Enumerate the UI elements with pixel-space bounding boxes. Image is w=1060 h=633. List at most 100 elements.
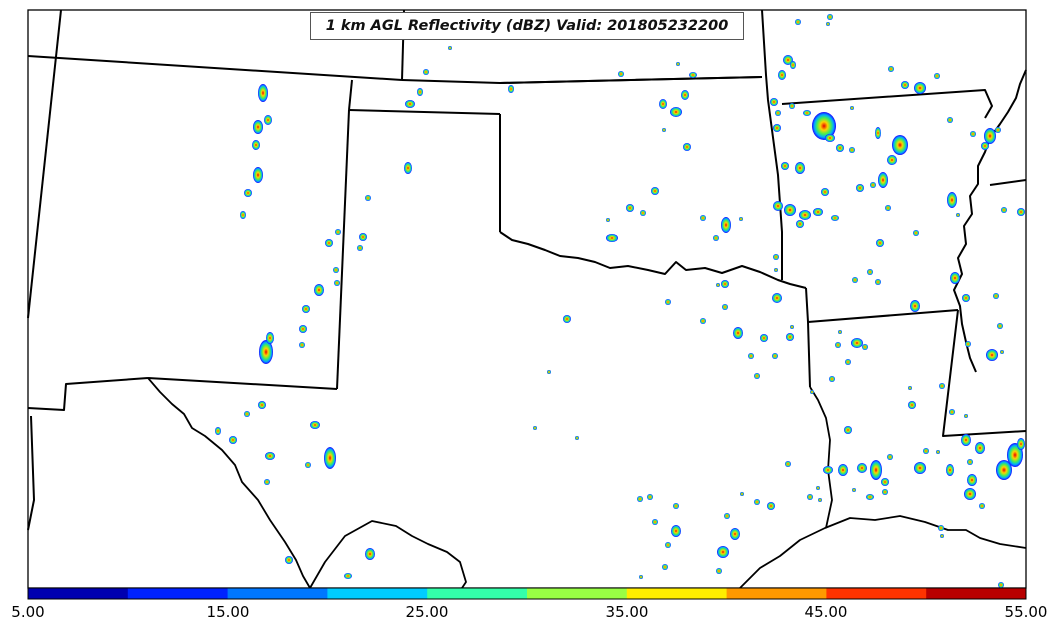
storm-cell	[740, 492, 744, 496]
colorbar-segment	[726, 588, 827, 599]
colorbar-segment	[28, 588, 129, 599]
storm-cell	[995, 127, 1001, 133]
state-borders	[27, 9, 1027, 531]
storm-cell	[778, 70, 786, 80]
colorbar-label-2: 15.00	[206, 603, 250, 621]
storm-cell	[914, 82, 926, 94]
storm-cell	[975, 442, 985, 454]
storm-cell	[640, 210, 646, 216]
texas-coast	[309, 520, 467, 589]
storm-cell	[996, 460, 1012, 480]
storm-cell	[659, 99, 667, 109]
storm-cell	[781, 162, 789, 170]
storm-cell	[875, 279, 881, 285]
storm-cell	[979, 503, 985, 509]
storm-cell	[913, 230, 919, 236]
storm-cell	[956, 213, 960, 217]
storm-cell	[786, 333, 794, 341]
storm-cell	[962, 294, 970, 302]
mo-west-border	[761, 9, 783, 280]
rio-grande	[147, 377, 311, 589]
storm-cell	[670, 107, 682, 117]
storm-cell	[875, 127, 881, 139]
storm-cell	[851, 338, 863, 348]
storm-cell	[733, 327, 743, 339]
la-ms-east	[942, 309, 1027, 437]
colorbar-segment	[626, 588, 728, 599]
storm-cell	[662, 128, 666, 132]
storm-cell	[651, 187, 659, 195]
storm-cell	[547, 370, 551, 374]
storm-cell	[359, 233, 367, 241]
ok-ks-border	[499, 76, 763, 84]
storm-cell	[939, 383, 945, 389]
wy-co-border	[27, 55, 403, 81]
colorbar-outline	[27, 587, 1027, 600]
colorbar-label-5: 45.00	[804, 603, 848, 621]
storm-cell	[947, 192, 957, 208]
storm-cell	[637, 496, 643, 502]
storm-cell	[448, 46, 452, 50]
storm-cell	[1001, 207, 1007, 213]
storm-cell	[748, 353, 754, 359]
storm-cell	[790, 61, 796, 69]
co-nm-border	[348, 109, 501, 115]
storm-cell	[244, 189, 252, 197]
storm-cell	[365, 195, 371, 201]
storm-cell	[785, 461, 791, 467]
storm-cell	[887, 155, 897, 165]
storm-cell	[344, 573, 352, 579]
storm-cell	[618, 71, 624, 77]
storm-cell	[754, 499, 760, 505]
storm-cell	[266, 332, 274, 344]
storm-cell	[998, 582, 1004, 588]
colorbar-label-1: 5.00	[11, 603, 45, 621]
storm-cell	[774, 268, 778, 272]
storm-cell	[816, 486, 820, 490]
storm-cell	[790, 325, 794, 329]
storm-cell	[563, 315, 571, 323]
storm-cell	[258, 401, 266, 409]
storm-cell	[365, 548, 375, 560]
storm-cell	[754, 373, 760, 379]
storm-cell	[849, 147, 855, 153]
storm-cell	[852, 277, 858, 283]
storm-cell	[934, 73, 940, 79]
storm-cell	[881, 478, 889, 486]
storm-cell	[796, 220, 804, 228]
storm-cell	[892, 135, 908, 155]
storm-cell	[856, 184, 864, 192]
storm-cell	[700, 318, 706, 324]
storm-cell	[673, 503, 679, 509]
storm-cell	[936, 450, 940, 454]
storm-cell	[606, 234, 618, 242]
storm-cell	[870, 460, 882, 480]
storm-cell	[826, 22, 830, 26]
storm-cell	[626, 204, 634, 212]
storm-cell	[333, 267, 339, 273]
storm-cell	[335, 229, 341, 235]
storm-cell	[964, 488, 976, 500]
storm-cell	[285, 556, 293, 564]
nm-south-border	[147, 377, 338, 390]
storm-cell	[961, 434, 971, 446]
storm-cell	[947, 117, 953, 123]
storm-cell	[967, 459, 973, 465]
storm-cell	[836, 144, 844, 152]
storm-cell	[844, 426, 852, 434]
storm-cell	[967, 474, 977, 486]
storm-cell	[423, 69, 429, 75]
storm-cell	[850, 106, 854, 110]
storm-cell	[767, 502, 775, 510]
storm-cell	[676, 62, 680, 66]
storm-cell	[639, 575, 643, 579]
storm-cell	[784, 204, 796, 216]
storm-cell	[244, 411, 250, 417]
storm-cell	[405, 100, 415, 108]
storm-cell	[825, 134, 835, 142]
storm-cell	[683, 143, 691, 151]
storm-cell	[713, 235, 719, 241]
storm-cell	[722, 304, 728, 310]
storm-cell	[404, 162, 412, 174]
storm-cell	[334, 280, 340, 286]
